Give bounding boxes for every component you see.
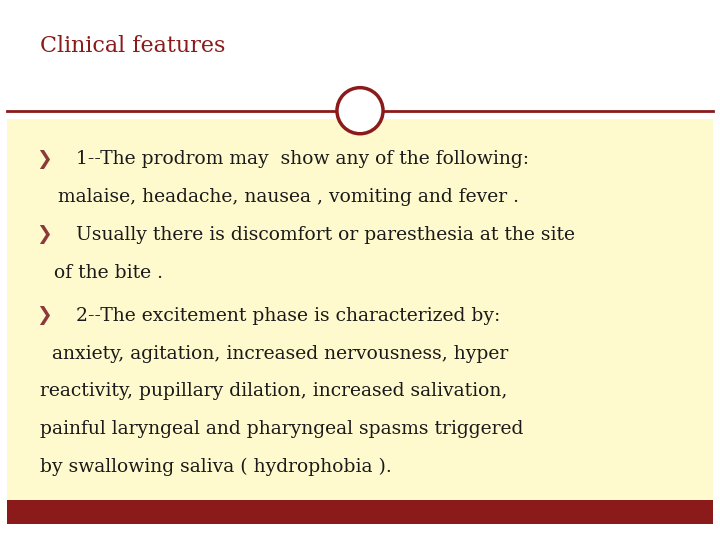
Text: anxiety, agitation, increased nervousness, hyper: anxiety, agitation, increased nervousnes…	[40, 345, 508, 363]
FancyBboxPatch shape	[0, 0, 720, 119]
Text: painful laryngeal and pharyngeal spasms triggered: painful laryngeal and pharyngeal spasms …	[40, 420, 523, 438]
Text: Clinical features: Clinical features	[40, 35, 225, 57]
FancyBboxPatch shape	[7, 500, 713, 524]
FancyBboxPatch shape	[7, 119, 713, 524]
Text: of the bite .: of the bite .	[54, 264, 163, 282]
Text: malaise, headache, nausea , vomiting and fever .: malaise, headache, nausea , vomiting and…	[40, 188, 518, 206]
Text: Usually there is discomfort or paresthesia at the site: Usually there is discomfort or paresthes…	[76, 226, 575, 244]
Text: ❯: ❯	[36, 225, 52, 245]
Text: 1--The prodrom may  show any of the following:: 1--The prodrom may show any of the follo…	[76, 150, 528, 168]
Text: ❯: ❯	[36, 306, 52, 326]
Text: reactivity, pupillary dilation, increased salivation,: reactivity, pupillary dilation, increase…	[40, 382, 507, 401]
Text: 2--The excitement phase is characterized by:: 2--The excitement phase is characterized…	[76, 307, 500, 325]
Text: by swallowing saliva ( hydrophobia ).: by swallowing saliva ( hydrophobia ).	[40, 458, 392, 476]
Text: ❯: ❯	[36, 150, 52, 169]
Ellipse shape	[337, 87, 383, 134]
